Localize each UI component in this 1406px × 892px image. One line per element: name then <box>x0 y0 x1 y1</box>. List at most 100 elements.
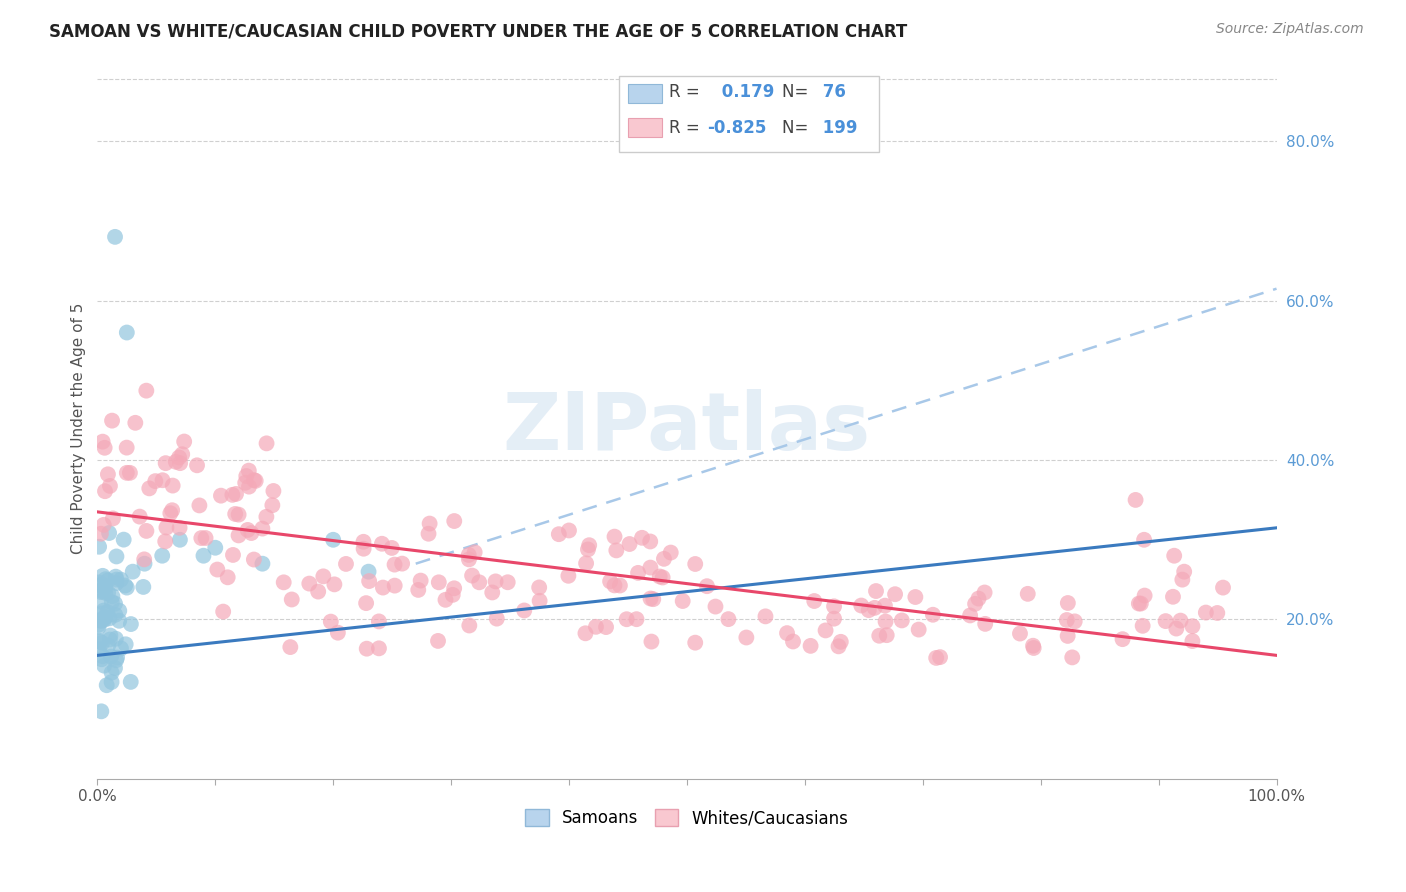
Point <box>458 618 481 632</box>
Point <box>441 588 464 602</box>
Point <box>307 584 329 599</box>
Point <box>1008 626 1031 640</box>
Point <box>782 634 804 648</box>
Point <box>101 589 124 603</box>
Text: SAMOAN VS WHITE/CAUCASIAN CHILD POVERTY UNDER THE AGE OF 5 CORRELATION CHART: SAMOAN VS WHITE/CAUCASIAN CHILD POVERTY … <box>49 22 907 40</box>
Point <box>298 576 321 591</box>
Point <box>1133 589 1156 603</box>
Point <box>359 574 381 588</box>
Point <box>485 612 508 626</box>
Point <box>110 641 132 656</box>
Point <box>281 592 304 607</box>
Point <box>576 542 599 557</box>
Text: 199: 199 <box>817 119 858 136</box>
Point <box>93 613 115 627</box>
Point <box>91 649 114 664</box>
Point <box>683 635 706 649</box>
Point <box>100 665 122 680</box>
Point <box>118 466 141 480</box>
Point <box>458 552 481 566</box>
Point <box>973 585 995 599</box>
Point <box>167 450 190 465</box>
Point <box>868 629 890 643</box>
Point <box>87 540 110 554</box>
Point <box>90 614 112 628</box>
Point <box>243 552 266 566</box>
Point <box>94 586 117 600</box>
Point <box>875 615 897 629</box>
Point <box>904 590 927 604</box>
Text: ZIPatlas: ZIPatlas <box>503 389 872 467</box>
Point <box>256 436 278 450</box>
Point <box>384 579 406 593</box>
Point <box>238 464 260 478</box>
Point <box>814 624 837 638</box>
Point <box>851 599 873 613</box>
Point <box>87 617 110 632</box>
Point <box>87 575 110 590</box>
Point <box>188 499 211 513</box>
Point <box>108 614 131 628</box>
Point <box>236 523 259 537</box>
Point <box>233 475 256 490</box>
Point <box>1154 614 1177 628</box>
Text: N=: N= <box>782 119 813 136</box>
Point <box>823 599 845 614</box>
Point <box>98 611 121 625</box>
Point <box>100 649 122 664</box>
Point <box>605 543 627 558</box>
Point <box>574 626 596 640</box>
Point <box>434 592 457 607</box>
Point <box>823 612 845 626</box>
Point <box>468 575 491 590</box>
Point <box>527 581 550 595</box>
Point <box>578 538 600 552</box>
Point <box>104 597 127 611</box>
Point <box>371 581 394 595</box>
Point <box>98 632 121 647</box>
Point <box>929 650 952 665</box>
Point <box>659 545 682 559</box>
Point <box>1017 587 1039 601</box>
Point <box>238 480 260 494</box>
Point <box>353 534 375 549</box>
Point <box>97 639 120 653</box>
Point <box>169 521 191 535</box>
Point <box>558 524 581 538</box>
Point <box>357 565 380 579</box>
Point <box>89 578 111 592</box>
Point <box>134 557 156 571</box>
Point <box>94 578 117 592</box>
Point <box>115 441 138 455</box>
Point <box>858 603 880 617</box>
Point <box>155 456 177 470</box>
Point <box>1125 492 1147 507</box>
Point <box>135 524 157 538</box>
Point <box>87 642 110 657</box>
Point <box>754 609 776 624</box>
Point <box>464 545 486 559</box>
Point <box>427 634 450 648</box>
Point <box>391 557 413 571</box>
Point <box>115 466 138 480</box>
Point <box>93 517 115 532</box>
Point <box>631 531 654 545</box>
Point <box>443 582 465 596</box>
Point <box>419 516 441 531</box>
Point <box>827 640 849 654</box>
Point <box>134 552 156 566</box>
Point <box>94 581 117 595</box>
Point <box>371 537 394 551</box>
Point <box>1056 629 1078 643</box>
Point <box>638 534 661 549</box>
Point <box>1128 597 1150 611</box>
Point <box>121 565 143 579</box>
Point <box>513 603 536 617</box>
Point <box>585 620 607 634</box>
Point <box>138 482 160 496</box>
Legend: Samoans, Whites/Caucasians: Samoans, Whites/Caucasians <box>519 802 855 834</box>
Point <box>222 548 245 562</box>
Point <box>672 594 695 608</box>
Point <box>884 587 907 601</box>
Point <box>595 620 617 634</box>
